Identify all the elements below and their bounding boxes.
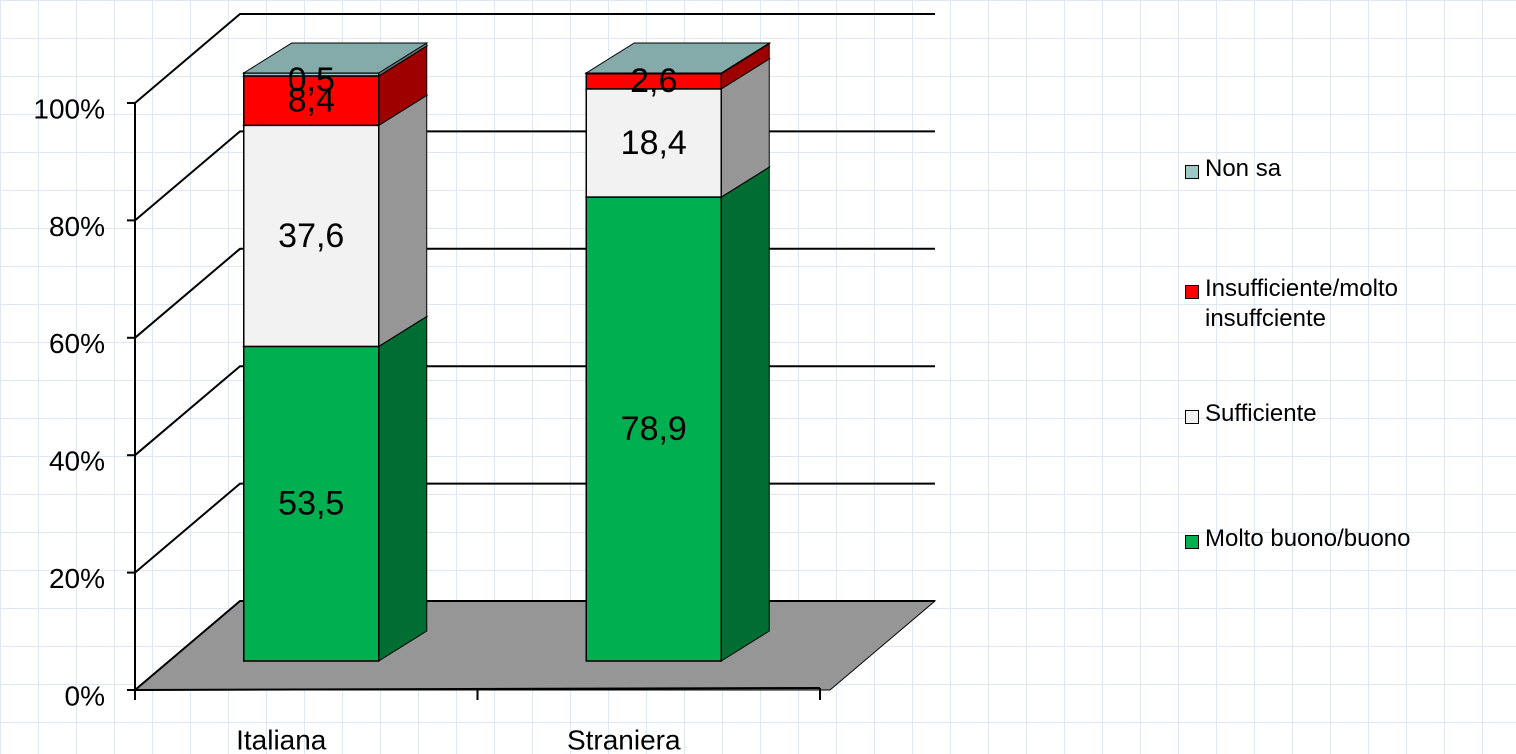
x-tick-label: Italiana (236, 724, 327, 754)
legend-label: Non sa (1205, 155, 1282, 182)
value-label: 53,5 (278, 485, 344, 523)
y-tick-label: 60% (49, 328, 105, 359)
legend-swatch (1185, 535, 1199, 549)
legend-item: Molto buono/buono (1185, 525, 1515, 554)
y-tick-label: 20% (49, 563, 105, 594)
legend-swatch (1185, 165, 1199, 179)
bar (243, 75, 380, 127)
bar (585, 196, 722, 662)
bar-top (584, 42, 771, 74)
legend-label: Sufficiente (1205, 400, 1317, 427)
grid-line (134, 13, 935, 104)
legend-label: Molto buono/buono (1205, 525, 1411, 552)
value-label: 18,4 (621, 124, 687, 162)
bar-side (378, 315, 428, 662)
y-tick-label: 0% (65, 680, 105, 711)
y-tick-label: 40% (49, 446, 105, 477)
y-tick-label: 80% (49, 211, 105, 242)
bar (585, 88, 722, 198)
bar-side (378, 94, 428, 348)
value-label: 78,9 (621, 410, 687, 448)
side-wall (135, 14, 240, 690)
value-label: 0,5 (288, 61, 335, 99)
x-tick-label: Straniera (567, 724, 681, 754)
legend-swatch (1185, 285, 1199, 299)
legend-item: Insufficiente/molto insuffciente (1185, 275, 1515, 334)
value-label: 37,6 (278, 217, 344, 255)
legend-swatch (1185, 410, 1199, 424)
legend-item: Sufficiente (1185, 400, 1515, 429)
bar-side (720, 166, 770, 662)
legend-item: Non sa (1185, 155, 1515, 184)
value-label: 2,6 (630, 62, 677, 100)
legend-label: Insufficiente/molto insuffciente (1205, 275, 1398, 332)
y-tick-label: 100% (33, 93, 105, 124)
value-label: 8,4 (288, 82, 335, 120)
bar (243, 345, 380, 662)
bar-top (242, 42, 429, 74)
